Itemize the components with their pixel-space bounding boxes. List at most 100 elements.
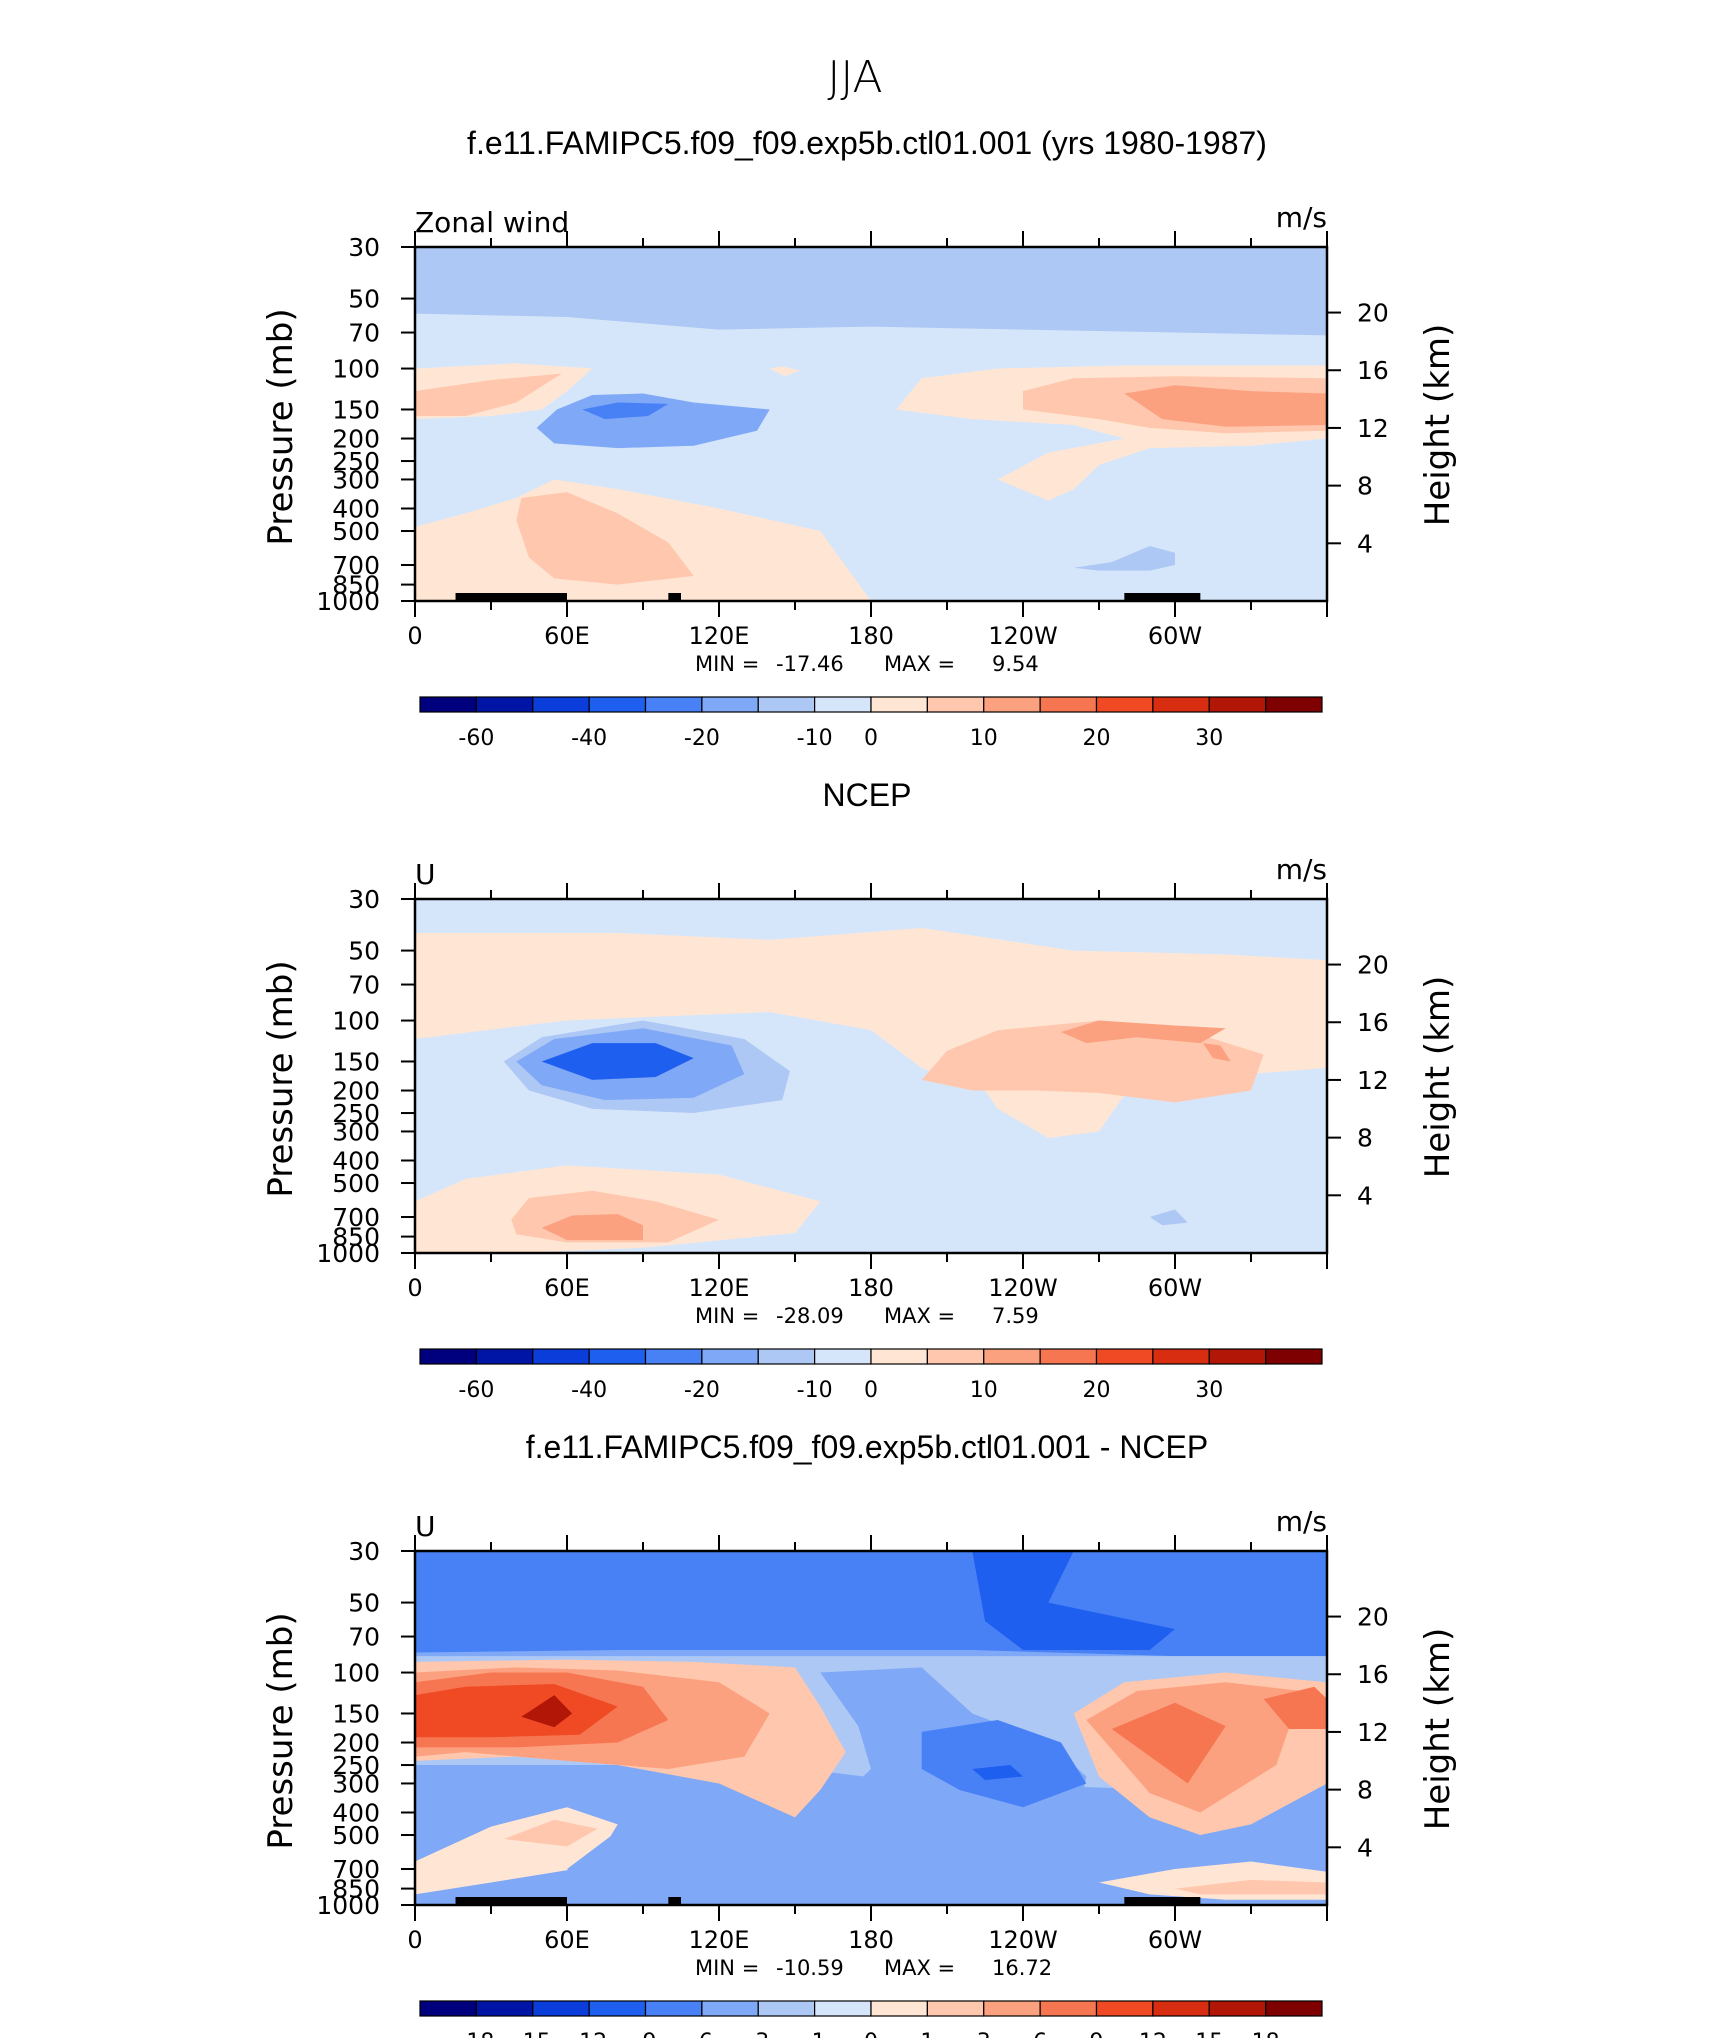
y-tick-label: 200 — [332, 1729, 380, 1758]
colorbar-swatch — [532, 2000, 590, 2017]
y-tick-label: 250 — [332, 447, 380, 476]
min-value: -28.09 — [776, 1304, 844, 1328]
y2-tick-label: 8 — [1357, 472, 1373, 501]
y-tick-label: 30 — [348, 885, 380, 914]
y-tick-label: 100 — [332, 1659, 380, 1688]
contour-region — [415, 1684, 618, 1738]
colorbar-swatch — [926, 2000, 985, 2017]
colorbar: -60 -40 -20 -10 0 10 20 30 — [419, 1348, 1323, 1403]
colorbar-swatch — [1208, 1348, 1267, 1365]
x-tick-label: 120W — [988, 1926, 1058, 1954]
y2-axis: 20 16 12 8 4 Height (km) — [1327, 1603, 1458, 1862]
contour-field — [415, 247, 1327, 601]
y-tick-label: 50 — [348, 937, 380, 966]
colorbar-label: 9 — [1090, 2030, 1104, 2038]
contour-region — [1202, 1043, 1231, 1062]
y2-axis-title: Height (km) — [1418, 1628, 1458, 1831]
y-tick-label: 300 — [332, 1769, 380, 1798]
colorbar-swatch — [475, 696, 534, 713]
contour-region — [1149, 1209, 1188, 1226]
y-tick-label: 150 — [332, 1047, 380, 1076]
colorbar-swatch — [983, 1348, 1041, 1365]
colorbar-label: -12 — [571, 2030, 607, 2038]
y-tick-label: 100 — [332, 1007, 380, 1036]
colorbar-swatch — [532, 696, 590, 713]
contour-region — [415, 373, 562, 416]
y-axis-title: Pressure (mb) — [261, 308, 301, 545]
max-label: MAX = — [884, 1956, 955, 1980]
units-label: m/s — [1276, 853, 1327, 886]
contour-region — [921, 1720, 1087, 1808]
panels: f.e11.FAMIPC5.f09_f09.exp5b.ctl01.001 (y… — [261, 125, 1458, 2038]
land-mask — [529, 593, 567, 601]
y-tick-label: 400 — [332, 1798, 380, 1827]
x-tick-label: 60E — [544, 622, 590, 650]
colorbar-swatch — [814, 1348, 872, 1365]
y-tick-label: 500 — [332, 1821, 380, 1850]
colorbar-label: -15 — [515, 2030, 551, 2038]
contour-field — [415, 1551, 1327, 1905]
colorbar-label: 30 — [1195, 726, 1223, 751]
land-mask — [455, 593, 532, 601]
colorbar-swatch — [1265, 1348, 1323, 1365]
x-tick-label: 180 — [848, 1926, 894, 1954]
y2-tick-label: 4 — [1357, 1833, 1373, 1862]
colorbar-swatch — [588, 696, 647, 713]
colorbar-label: -6 — [691, 2030, 713, 2038]
contour-region — [972, 1551, 1175, 1650]
colorbar-label: 10 — [970, 726, 998, 751]
colorbar-label: -18 — [458, 2030, 494, 2038]
y-tick-label: 1000 — [316, 587, 380, 616]
colorbar-swatch — [532, 1348, 590, 1365]
contour-region — [516, 492, 694, 585]
variable-label: U — [415, 858, 436, 891]
colorbar-swatch — [701, 1348, 759, 1365]
colorbar-swatch — [757, 1348, 816, 1365]
y2-tick-label: 16 — [1357, 356, 1389, 385]
y2-tick-label: 16 — [1357, 1008, 1389, 1037]
land-mask — [455, 1897, 532, 1905]
colorbar-label: -20 — [684, 726, 720, 751]
contour-region — [582, 402, 669, 420]
x-tick-label: 120W — [988, 622, 1058, 650]
x-tick-label: 120E — [689, 1274, 750, 1302]
colorbar-swatch — [870, 1348, 928, 1365]
colorbar-label: 18 — [1252, 2030, 1280, 2038]
x-tick-label: 180 — [848, 1274, 894, 1302]
y2-axis-title: Height (km) — [1418, 324, 1458, 527]
colorbar-swatch — [644, 696, 703, 713]
colorbar-swatch — [1152, 1348, 1210, 1365]
y-tick-label: 50 — [348, 285, 380, 314]
colorbar-swatch — [1095, 2000, 1154, 2017]
colorbar-swatch — [1152, 2000, 1210, 2017]
y-tick-label: 30 — [348, 1537, 380, 1566]
colorbar-label: 20 — [1083, 1378, 1111, 1403]
min-value: -10.59 — [776, 1956, 844, 1980]
y-tick-label: 700 — [332, 1203, 380, 1232]
colorbar-swatch — [1265, 2000, 1323, 2017]
colorbar-swatch — [870, 2000, 928, 2017]
colorbar-swatch — [926, 696, 985, 713]
x-tick-label: 60W — [1148, 1274, 1202, 1302]
x-tick-label: 0 — [407, 1926, 422, 1954]
x-axis: 0 60E 120E 180 120W 60W — [407, 883, 1328, 1302]
contour-region — [503, 1819, 598, 1847]
x-axis: 0 60E 120E 180 120W 60W — [407, 231, 1328, 650]
y-tick-label: 300 — [332, 465, 380, 494]
y-tick-label: 850 — [332, 1875, 380, 1904]
x-tick-label: 0 — [407, 1274, 422, 1302]
y-tick-label: 300 — [332, 1117, 380, 1146]
colorbar-label: 15 — [1195, 2030, 1223, 2038]
contour-region — [1124, 385, 1327, 427]
colorbar-swatch — [757, 2000, 816, 2017]
min-label: MIN = — [695, 1956, 759, 1980]
y2-tick-label: 4 — [1357, 529, 1373, 558]
colorbar-swatch — [1208, 696, 1267, 713]
colorbar: -18 -15 -12 -9 -6 -3 -1 0 1 3 6 9 12 15 18 — [419, 2000, 1323, 2038]
max-value: 7.59 — [992, 1304, 1039, 1328]
colorbar-label: 10 — [970, 1378, 998, 1403]
min-value: -17.46 — [776, 652, 844, 676]
y2-tick-label: 12 — [1357, 414, 1389, 443]
colorbar-swatch — [983, 2000, 1041, 2017]
y2-tick-label: 12 — [1357, 1718, 1389, 1747]
